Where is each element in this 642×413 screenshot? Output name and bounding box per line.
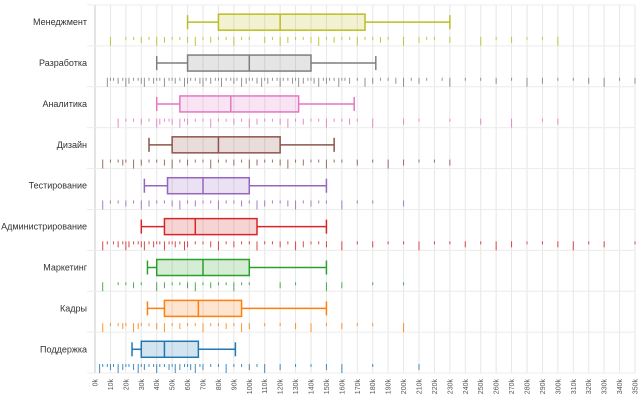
box-3 [102, 136, 451, 169]
x-tick-label: 100k [247, 379, 254, 395]
box-4 [102, 176, 405, 210]
x-tick-label: 260k [494, 379, 501, 395]
x-tick-label: 220k [432, 379, 439, 395]
x-tick-label: 160k [339, 379, 346, 395]
x-tick-label: 320k [586, 379, 593, 395]
x-tick-label: 240k [463, 379, 470, 395]
iqr-box [140, 340, 200, 359]
x-tick-label: 90k [231, 379, 238, 391]
category-label: Тестирование [29, 181, 87, 191]
category-label: Менеджмент [33, 17, 87, 27]
x-tick-label: 170k [355, 379, 362, 395]
x-tick-label: 350k [633, 379, 640, 395]
box-2 [117, 95, 559, 128]
x-tick-label: 310k [571, 379, 578, 395]
x-tick-label: 290k [540, 379, 547, 395]
x-tick-label: 340k [617, 379, 624, 395]
boxes [99, 13, 636, 374]
category-labels: Менеджмент Разработка Аналитика Дизайн Тести… [1, 17, 88, 354]
x-tick-label: 60k [185, 379, 192, 391]
category-label: Дизайн [57, 140, 87, 150]
x-tick-label: 180k [370, 379, 377, 395]
x-tick-labels: 0k 10k 20k 30k 40k 50k 60k 70k 80k 90k 100k 110k 120… [93, 379, 640, 395]
x-tick-label: 190k [386, 379, 393, 395]
box-1 [106, 54, 636, 87]
category-label: Маркетинг [43, 263, 87, 273]
box-0 [109, 13, 559, 46]
category-label: Разработка [39, 58, 87, 68]
x-tick-label: 210k [417, 379, 424, 395]
x-tick-label: 30k [139, 379, 146, 391]
iqr-box [217, 13, 366, 31]
box-8 [99, 340, 420, 374]
x-tick-label: 70k [201, 379, 208, 391]
x-tick-label: 120k [278, 379, 285, 395]
x-tick-label: 270k [509, 379, 516, 395]
iqr-box [171, 136, 281, 154]
x-tick-label: 280k [525, 379, 532, 395]
category-label: Поддержка [40, 344, 87, 354]
x-tick-label: 300k [555, 379, 562, 395]
x-tick-label: 40k [154, 379, 161, 391]
x-tick-label: 330k [602, 379, 609, 395]
iqr-box [163, 299, 243, 318]
iqr-box [166, 176, 251, 195]
category-label: Аналитика [42, 99, 87, 109]
x-tick-label: 130k [293, 379, 300, 395]
box-6 [102, 258, 405, 292]
x-tick-label: 140k [309, 379, 316, 395]
x-tick-label: 200k [401, 379, 408, 395]
x-tick-label: 150k [324, 379, 331, 395]
category-label: Администрирование [1, 222, 87, 232]
x-tick-label: 20k [123, 379, 130, 391]
category-label: Кадры [60, 303, 87, 313]
x-tick-label: 0k [93, 379, 100, 387]
x-tick-label: 80k [216, 379, 223, 391]
box-7 [102, 299, 405, 333]
x-tick-label: 110k [262, 379, 269, 394]
grid [87, 4, 636, 374]
x-tick-label: 230k [447, 379, 454, 395]
box-5 [102, 217, 636, 251]
iqr-box [179, 95, 300, 113]
iqr-box [163, 217, 258, 236]
x-tick-label: 250k [478, 379, 485, 395]
x-tick-label: 50k [170, 379, 177, 391]
x-tick-label: 10k [108, 379, 115, 391]
